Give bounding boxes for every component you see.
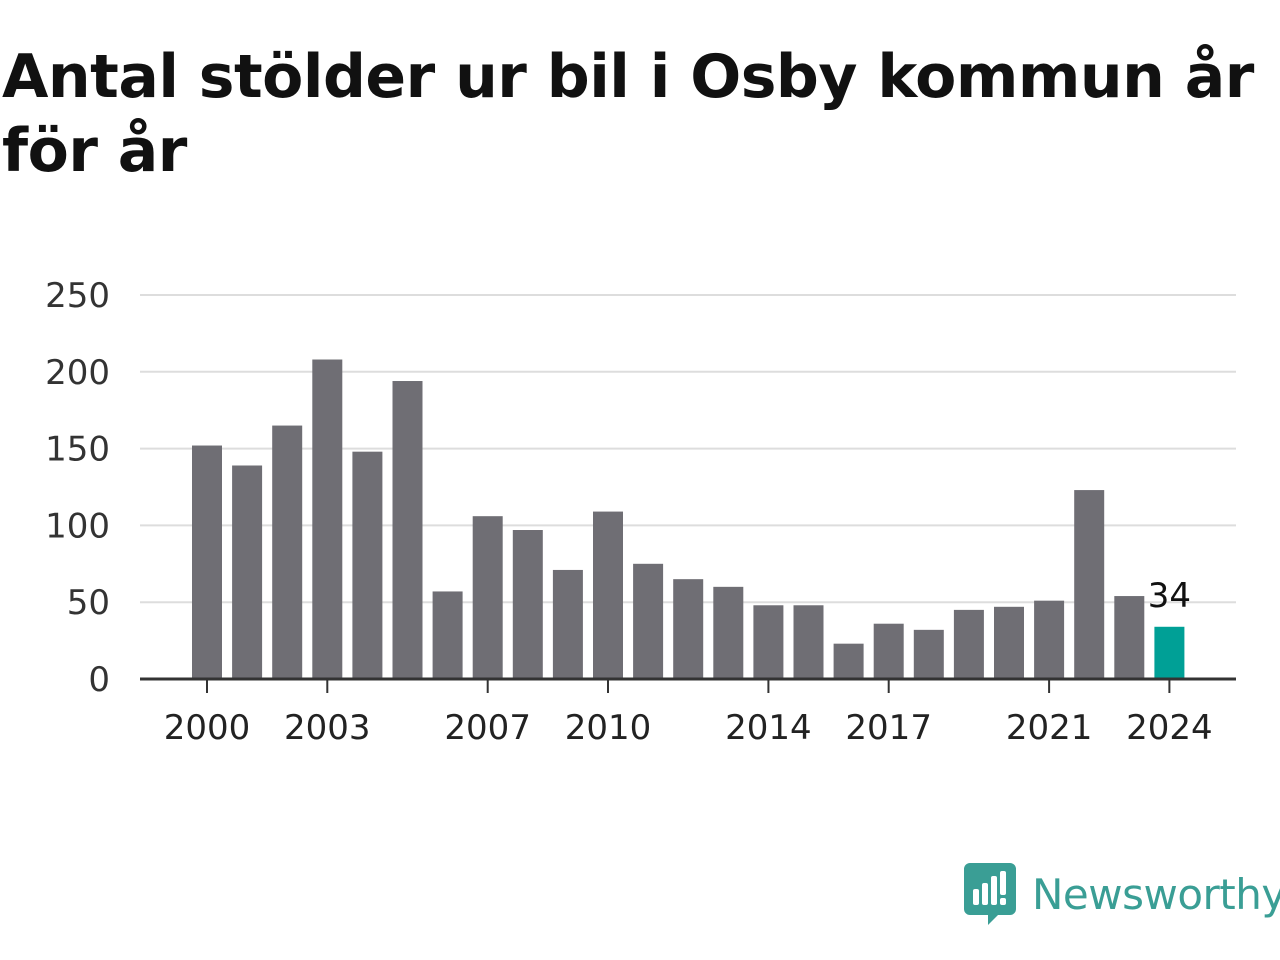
bar-2015 (793, 605, 824, 679)
bar-2014 (753, 605, 784, 679)
brand-name: Newsworthy (1032, 869, 1280, 919)
bar-2002 (272, 425, 303, 679)
bar-2003 (312, 359, 343, 679)
bar-2011 (633, 563, 664, 679)
brand-logo: Newsworthy (964, 862, 1280, 926)
bar-2001 (232, 465, 263, 679)
bar-chart: 0 50 100 150 200 250 2000 2003 2007 2010 2014 2017… (45, 276, 1236, 748)
bar-2004 (352, 451, 383, 679)
y-tick-label: 100 (45, 506, 110, 546)
data-labels: 34 (1148, 576, 1191, 616)
bar-2024 (1154, 626, 1185, 679)
y-tick-label: 0 (88, 660, 110, 700)
chart-title: Antal stölder ur bil i Osby kommun år fö… (2, 42, 1254, 186)
x-tick-label: 2010 (565, 708, 652, 748)
bar-2010 (593, 511, 623, 679)
x-tick-label: 2021 (1006, 708, 1093, 748)
bar-2000 (192, 445, 222, 679)
bar-2012 (673, 579, 704, 679)
newsworthy-logo-icon (964, 863, 1016, 925)
y-axis-tick-labels: 0 50 100 150 200 250 (45, 276, 110, 700)
x-tick-label: 2014 (725, 708, 812, 748)
gridlines (140, 294, 1236, 604)
x-tick-label: 2007 (444, 708, 531, 748)
x-axis-tick-labels: 2000 2003 2007 2010 2014 2017 2021 2024 (164, 708, 1213, 748)
bars (192, 359, 1185, 679)
bar-2021 (1034, 600, 1065, 679)
bar-2023 (1114, 596, 1145, 679)
bar-2016 (833, 643, 864, 679)
x-tick-label: 2000 (164, 708, 251, 748)
bar-2006 (432, 591, 463, 679)
y-tick-label: 150 (45, 430, 110, 470)
x-axis (140, 677, 1236, 693)
y-tick-label: 50 (67, 583, 110, 623)
bar-2018 (913, 629, 944, 679)
bar-2022 (1074, 490, 1105, 679)
x-tick-label: 2017 (845, 708, 932, 748)
y-tick-label: 200 (45, 353, 110, 393)
bar-2019 (953, 609, 984, 679)
x-tick-label: 2024 (1126, 708, 1213, 748)
x-tick-label: 2003 (284, 708, 371, 748)
data-label: 34 (1148, 576, 1191, 616)
y-tick-label: 250 (45, 276, 110, 316)
bar-2008 (512, 530, 543, 679)
bar-2005 (392, 381, 423, 679)
bar-2013 (713, 586, 744, 679)
bar-2017 (873, 623, 904, 679)
bar-2009 (552, 569, 583, 679)
bar-2020 (994, 606, 1024, 679)
bar-2007 (472, 516, 503, 679)
